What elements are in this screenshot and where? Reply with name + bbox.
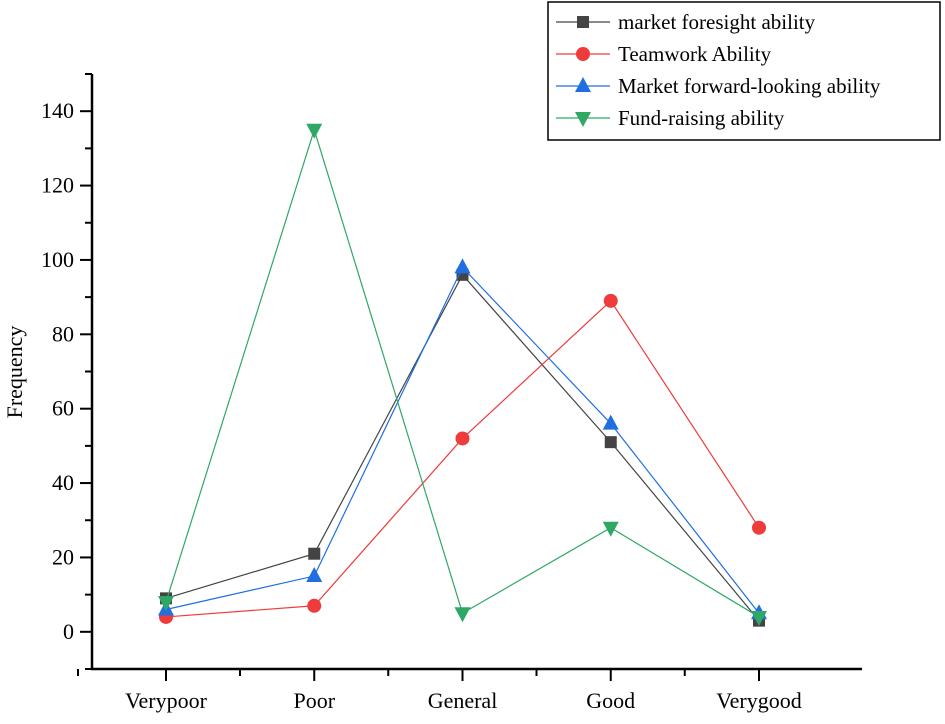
data-point [751,610,767,626]
legend-label: Market forward-looking ability [618,74,881,98]
data-point [306,567,323,583]
data-point [602,414,619,430]
legend: market foresight ability Teamwork Ability… [547,1,941,141]
x-tick-label: Poor [293,688,335,713]
legend-marker [577,16,589,28]
legend-item: Teamwork Ability [556,42,772,66]
y-tick-label: 140 [41,98,74,123]
x-tick-label: General [428,688,498,713]
data-point [752,520,766,535]
series-fund-raising-ability [158,123,767,626]
x-tick-label: Verygood [716,688,802,713]
x-tick-label: Good [586,688,635,713]
data-point [158,596,174,612]
data-point [307,598,322,613]
data-point [454,258,471,274]
legend-box [547,1,941,141]
data-point [454,607,471,623]
x-tick-label: Verypoor [125,688,208,713]
legend-marker [575,112,591,127]
y-tick-label: 20 [52,544,74,569]
data-point [306,123,323,139]
data-point [602,521,619,537]
legend-label: market foresight ability [618,10,816,34]
y-tick-label: 80 [52,321,74,346]
series-market-foresight-ability [160,268,765,627]
data-point [308,547,321,560]
legend-item: Market forward-looking ability [556,74,881,98]
axes: 0 20 40 60 80 100 120 140 Verypoor Poor General Goo… [41,73,862,713]
series-line [165,299,760,618]
legend-item: market foresight ability [556,10,816,34]
y-tick-label: 100 [41,247,74,272]
data-point [455,431,470,446]
series-teamwork-ability [159,293,766,624]
legend-marker [576,47,590,61]
data-point [603,293,618,308]
legend-marker [575,77,591,92]
y-tick-label: 40 [52,470,74,495]
legend-label: Fund-raising ability [618,106,785,130]
y-tick-label: 120 [41,173,74,198]
series-line [165,127,760,618]
y-axis-label: Frequency [2,326,27,419]
y-tick-label: 60 [52,396,74,421]
legend-label: Teamwork Ability [618,42,772,66]
series-line [165,273,760,622]
legend-item: Fund-raising ability [556,106,785,130]
series-group [158,123,767,627]
y-tick-label: 0 [63,619,74,644]
data-point [604,436,617,449]
